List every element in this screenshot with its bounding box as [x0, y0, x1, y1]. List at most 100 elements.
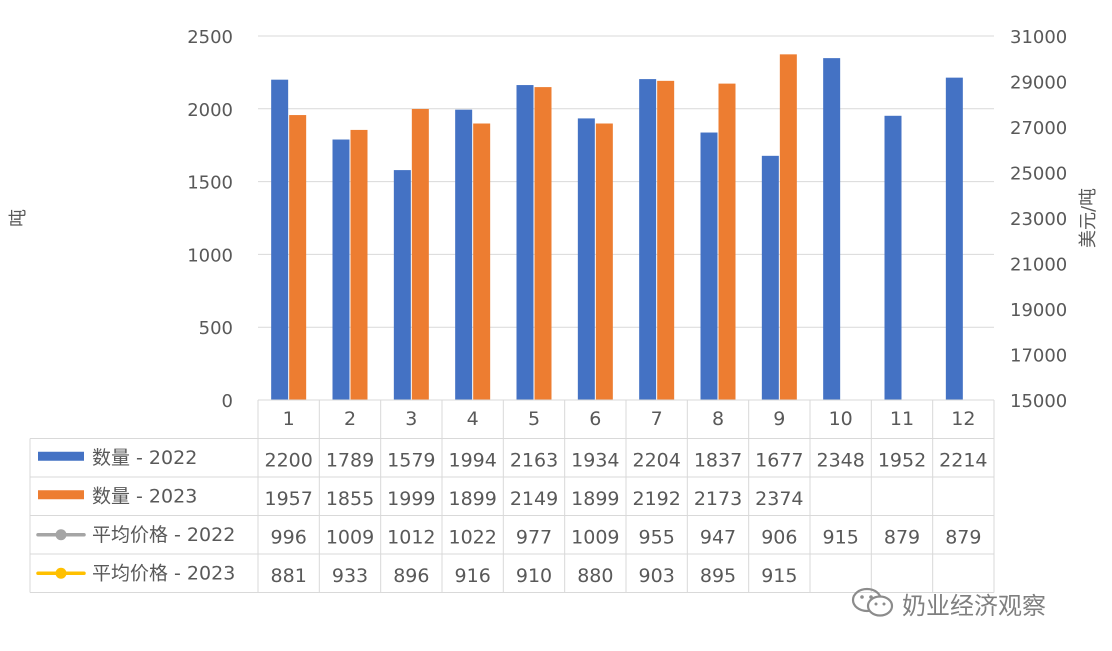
y2-tick-label: 19000 [1010, 300, 1067, 321]
x-tick-label: 12 [951, 408, 975, 430]
bar-2022 [577, 118, 595, 400]
data-label: 903 [639, 565, 675, 587]
data-label: 2214 [939, 450, 987, 472]
data-label: 879 [884, 527, 920, 549]
data-label: 1022 [448, 527, 496, 549]
y2-tick-label: 25000 [1010, 164, 1067, 185]
data-label: 906 [761, 527, 797, 549]
data-label: 1899 [571, 488, 619, 510]
bar-2022 [271, 79, 289, 401]
bar-2022 [516, 85, 534, 400]
data-label: 1677 [755, 450, 803, 472]
y-tick-label: 2500 [187, 27, 233, 48]
axes: 0 500 1000 1500 2000 2500 15000 17000 19000 21000… [8, 27, 1099, 412]
legend-key-bar [38, 451, 84, 461]
bar-2023 [289, 115, 307, 401]
x-tick-label: 5 [528, 408, 540, 430]
x-tick-label: 9 [773, 408, 785, 430]
x-tick-label: 11 [890, 408, 914, 430]
y2-tick-label: 29000 [1010, 73, 1067, 94]
bar-2023 [411, 108, 429, 400]
x-tick-label: 1 [283, 408, 295, 430]
data-label: 977 [516, 527, 552, 549]
data-label: 1957 [264, 488, 312, 510]
gridlines [258, 35, 994, 328]
y-tick-label: 2000 [187, 100, 233, 121]
bar-2023 [534, 87, 552, 401]
data-label: 2200 [264, 450, 312, 472]
bar-2022 [393, 170, 411, 400]
y2-tick-label: 31000 [1010, 27, 1067, 48]
data-label: 895 [700, 565, 736, 587]
data-label: 880 [577, 565, 613, 587]
data-label: 2204 [632, 450, 680, 472]
bar-2023 [718, 83, 736, 400]
data-label: 881 [271, 565, 307, 587]
data-label: 996 [271, 527, 307, 549]
data-label: 915 [823, 527, 859, 549]
legend-label: 数量 - 2023 [92, 485, 197, 507]
y-tick-label: 1500 [187, 173, 233, 194]
data-label: 2192 [632, 488, 680, 510]
data-label: 1952 [878, 450, 926, 472]
legend-label: 数量 - 2022 [92, 447, 197, 469]
legend-label: 平均价格 - 2023 [92, 562, 235, 584]
data-label: 2374 [755, 488, 803, 510]
bar-2022 [884, 115, 902, 400]
data-label: 1899 [448, 488, 496, 510]
bar-2022 [945, 77, 963, 400]
x-tick-label: 6 [589, 408, 601, 430]
bar-2022 [332, 139, 350, 400]
bar-2023 [350, 129, 368, 401]
y2-axis-title: 美元/吨 [1078, 188, 1099, 248]
x-tick-label: 3 [405, 408, 417, 430]
data-label: 910 [516, 565, 552, 587]
x-tick-label: 4 [467, 408, 479, 430]
x-tick-label: 10 [829, 408, 853, 430]
data-label: 2163 [510, 450, 558, 472]
data-label: 1789 [326, 450, 374, 472]
data-label: 1934 [571, 450, 619, 472]
y2-tick-label: 17000 [1010, 346, 1067, 367]
y-axis-title: 吨 [8, 209, 29, 227]
y-tick-label: 0 [222, 391, 233, 412]
bars [271, 54, 963, 401]
data-label: 1012 [387, 527, 435, 549]
data-label: 916 [455, 565, 491, 587]
data-label: 2173 [694, 488, 742, 510]
wechat-icon [850, 586, 898, 620]
data-label: 879 [945, 527, 981, 549]
bar-2022 [639, 79, 657, 401]
watermark-text: 奶业经济观察 [902, 591, 1046, 620]
legend-key-bar [38, 490, 84, 500]
data-label: 1009 [571, 527, 619, 549]
y-tick-label: 1000 [187, 245, 233, 266]
bar-2023 [473, 123, 491, 400]
data-label: 1855 [326, 488, 374, 510]
bar-2023 [657, 80, 675, 401]
bar-2022 [761, 155, 779, 400]
legend-label: 平均价格 - 2022 [92, 524, 235, 546]
data-label: 915 [761, 565, 797, 587]
data-label: 947 [700, 527, 736, 549]
bar-2023 [779, 54, 797, 400]
y2-tick-label: 15000 [1010, 391, 1067, 412]
y2-tick-label: 27000 [1010, 118, 1067, 139]
x-tick-label: 2 [344, 408, 356, 430]
data-label: 1999 [387, 488, 435, 510]
watermark: 奶业经济观察 [850, 585, 1090, 621]
bar-2022 [455, 109, 473, 401]
bar-2023 [595, 123, 613, 400]
data-label: 1837 [694, 450, 742, 472]
data-label: 2348 [816, 450, 864, 472]
data-label: 1009 [326, 527, 374, 549]
y2-tick-label: 23000 [1010, 209, 1067, 230]
legend-key-marker [55, 529, 67, 541]
data-label: 1994 [448, 450, 496, 472]
data-label: 2149 [510, 488, 558, 510]
legend-key-marker [55, 567, 67, 579]
x-tick-label: 7 [651, 408, 663, 430]
